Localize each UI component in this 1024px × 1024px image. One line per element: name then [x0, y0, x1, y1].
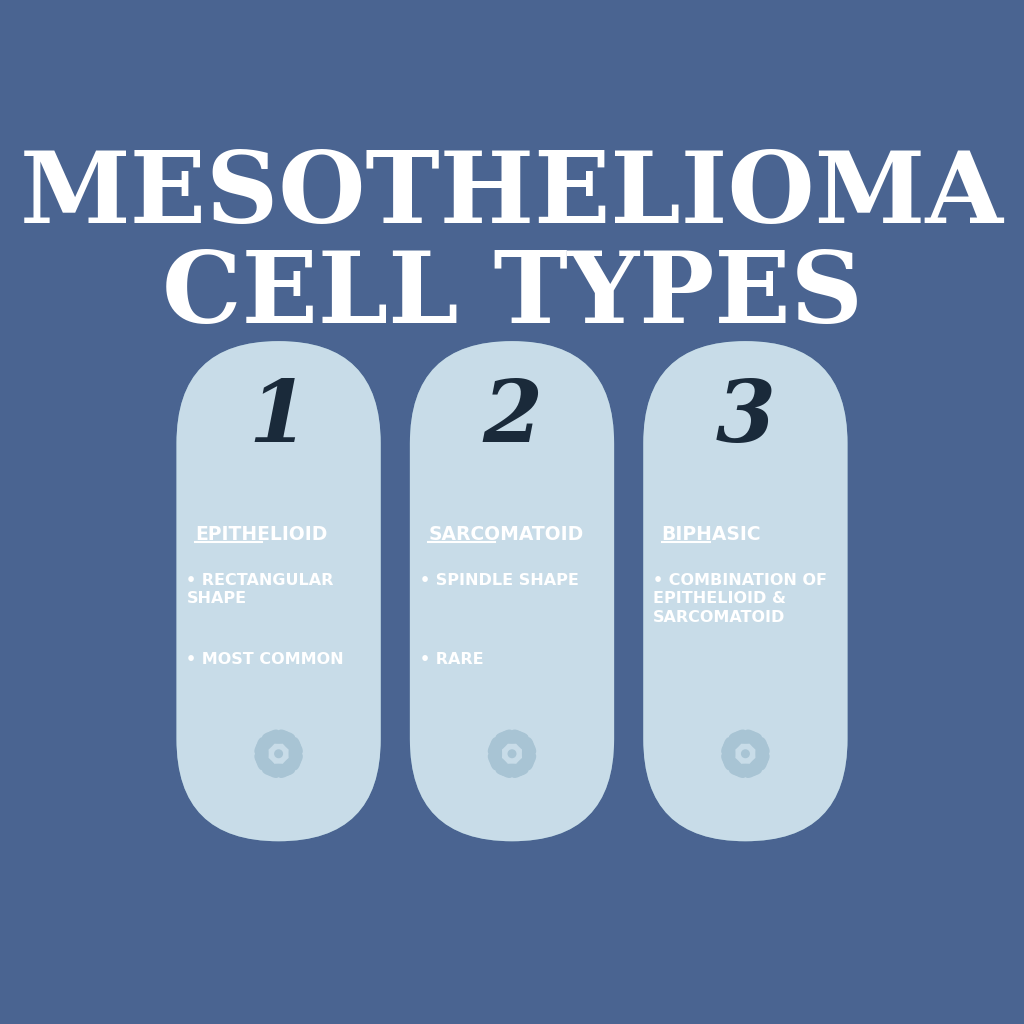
Ellipse shape: [722, 737, 735, 770]
Ellipse shape: [721, 753, 746, 778]
FancyBboxPatch shape: [643, 341, 848, 842]
Text: • RECTANGULAR
SHAPE: • RECTANGULAR SHAPE: [186, 572, 334, 606]
Ellipse shape: [254, 729, 280, 755]
Ellipse shape: [487, 729, 513, 755]
Text: MESOTHELIOMA: MESOTHELIOMA: [20, 146, 1004, 244]
Ellipse shape: [496, 764, 528, 777]
FancyBboxPatch shape: [643, 341, 848, 842]
Text: • SPINDLE SHAPE: • SPINDLE SHAPE: [420, 572, 579, 588]
Ellipse shape: [278, 753, 303, 778]
Ellipse shape: [262, 731, 295, 743]
Text: BIPHASIC: BIPHASIC: [662, 524, 761, 544]
Ellipse shape: [744, 729, 770, 755]
FancyBboxPatch shape: [176, 341, 381, 842]
Ellipse shape: [496, 731, 528, 743]
Ellipse shape: [274, 750, 283, 758]
Text: 1: 1: [249, 376, 308, 460]
Ellipse shape: [756, 737, 769, 770]
Ellipse shape: [254, 753, 280, 778]
Text: SARCOMATOID: SARCOMATOID: [428, 524, 584, 544]
Ellipse shape: [729, 731, 762, 743]
Bar: [643, 333, 848, 501]
Ellipse shape: [721, 729, 746, 755]
Text: • MOST COMMON: • MOST COMMON: [186, 652, 344, 667]
Text: 2: 2: [482, 376, 542, 460]
FancyBboxPatch shape: [176, 341, 381, 842]
Ellipse shape: [289, 737, 302, 770]
Ellipse shape: [511, 729, 537, 755]
FancyBboxPatch shape: [410, 341, 614, 842]
Ellipse shape: [262, 764, 295, 777]
Ellipse shape: [522, 737, 536, 770]
Text: • COMBINATION OF
EPITHELIOID &
SARCOMATOID: • COMBINATION OF EPITHELIOID & SARCOMATO…: [653, 572, 827, 625]
Text: CELL TYPES: CELL TYPES: [162, 247, 862, 344]
Text: EPITHELIOID: EPITHELIOID: [195, 524, 328, 544]
Ellipse shape: [729, 764, 762, 777]
Ellipse shape: [278, 729, 303, 755]
Ellipse shape: [487, 753, 513, 778]
Ellipse shape: [744, 753, 770, 778]
Ellipse shape: [255, 737, 268, 770]
Text: 3: 3: [716, 376, 775, 460]
Ellipse shape: [741, 750, 750, 758]
Bar: [176, 333, 381, 501]
FancyBboxPatch shape: [410, 341, 614, 842]
Ellipse shape: [488, 737, 502, 770]
Ellipse shape: [508, 750, 516, 758]
Bar: [410, 333, 614, 501]
Text: • RARE: • RARE: [420, 652, 483, 667]
Ellipse shape: [511, 753, 537, 778]
